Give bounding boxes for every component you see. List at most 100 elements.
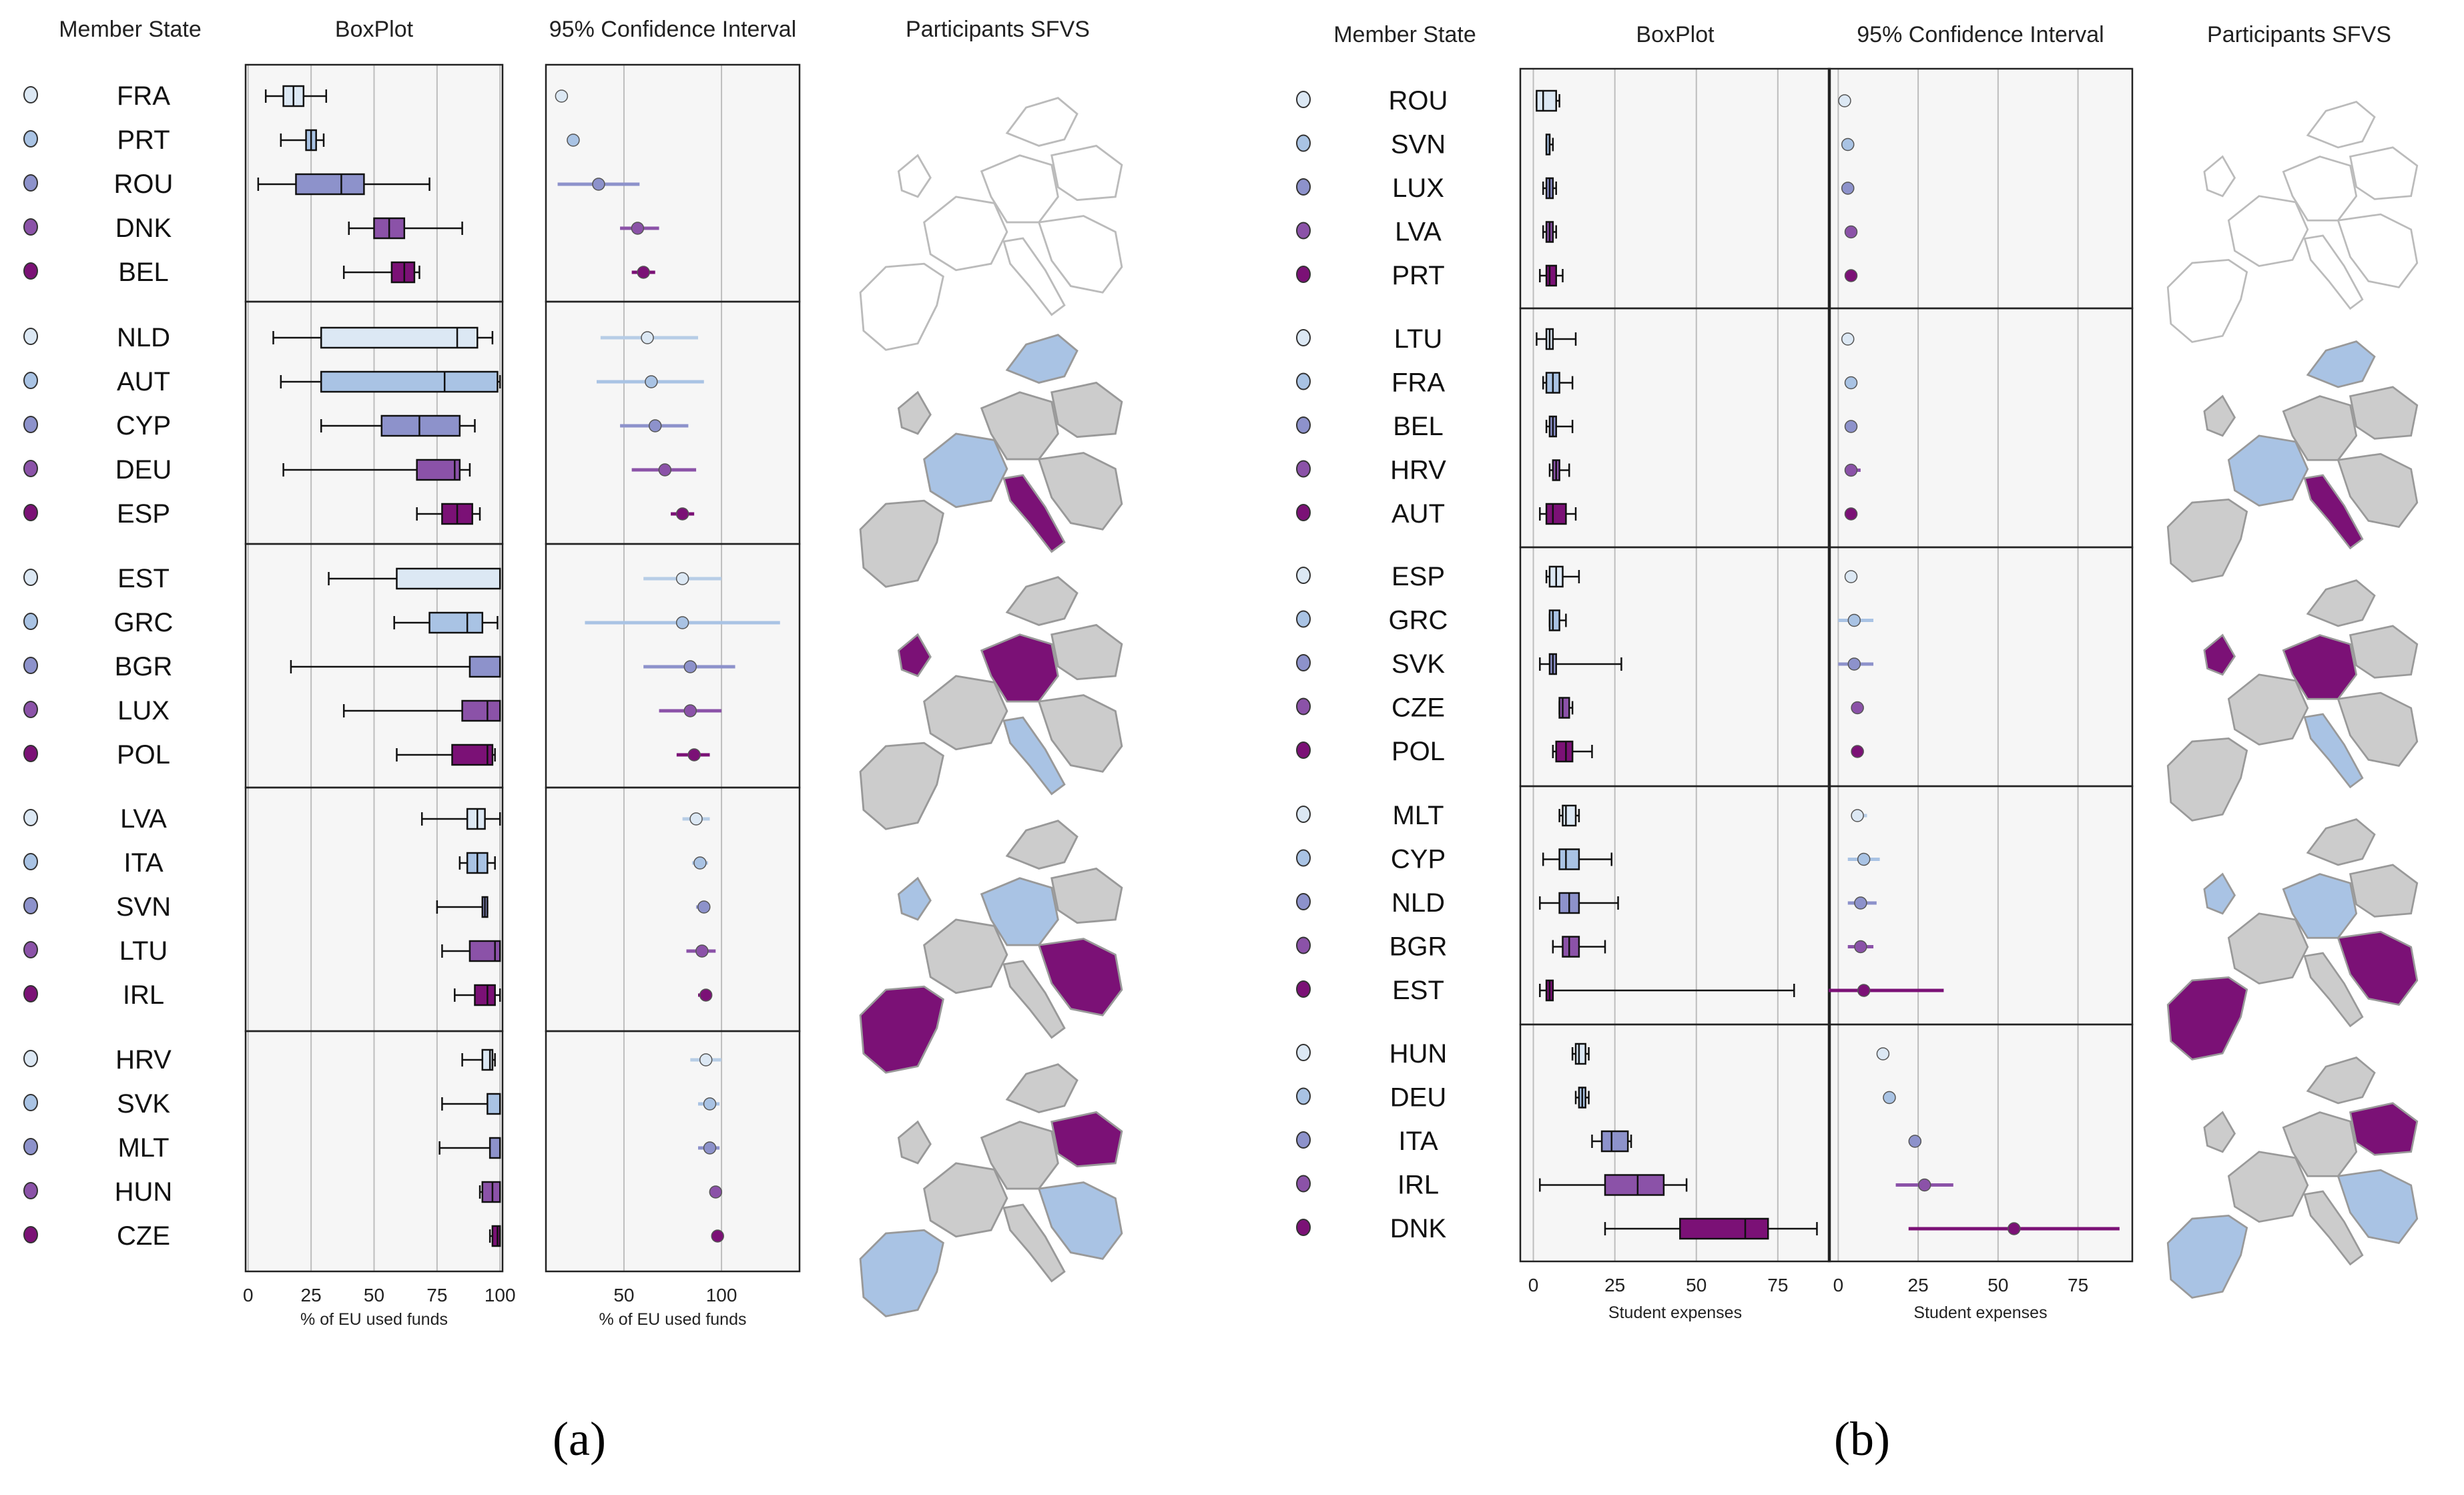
ci-mean-point xyxy=(1841,332,1855,346)
box-iqr xyxy=(396,567,501,590)
map-country-shape xyxy=(980,154,1059,224)
member-state-code: IRL xyxy=(1398,1171,1439,1200)
member-state-code: DNK xyxy=(115,214,172,243)
boxplot-tick-label: 100 xyxy=(485,1285,516,1305)
ci-mean-point xyxy=(641,331,654,344)
legend-dot xyxy=(1296,654,1311,671)
legend-dot xyxy=(1296,178,1311,196)
legend-dot xyxy=(23,130,38,147)
legend-dot xyxy=(23,372,38,389)
legend-dot xyxy=(1296,1044,1311,1061)
map-country-shape xyxy=(923,675,1008,751)
legend-dot xyxy=(1296,1131,1311,1149)
box-iqr xyxy=(428,611,484,634)
map-country-shape xyxy=(2349,386,2419,440)
map-country-shape xyxy=(2337,691,2419,767)
ci-mean-point xyxy=(658,463,672,477)
map-country-shape xyxy=(1002,237,1066,316)
ci-mean-point xyxy=(592,178,605,191)
box-iqr xyxy=(1545,264,1557,287)
legend-dot xyxy=(23,853,38,870)
legend-dot xyxy=(23,897,38,914)
member-state-code: CZE xyxy=(117,1221,170,1251)
legend-dot xyxy=(1296,372,1311,390)
map-country-shape xyxy=(1005,820,1079,870)
member-state-code: BGR xyxy=(1390,932,1448,962)
map-country-shape xyxy=(2349,1102,2419,1156)
ci-mean-point xyxy=(648,419,662,432)
map-country-shape xyxy=(2282,873,2358,939)
map-country-shape xyxy=(2166,499,2248,583)
ci-mean-point xyxy=(645,375,658,388)
ci-mean-point xyxy=(1851,701,1864,715)
box-iqr xyxy=(1555,740,1574,763)
boxplot-tick-label: 75 xyxy=(1767,1275,1788,1295)
ci-mean-point xyxy=(693,856,707,870)
map-country-shape xyxy=(1037,452,1123,531)
legend-dot xyxy=(1296,416,1311,434)
ci-tick-label: 100 xyxy=(706,1285,737,1305)
member-state-code: LTU xyxy=(119,936,168,966)
map-country-shape xyxy=(2306,340,2376,388)
member-state-code: MLT xyxy=(1392,801,1444,830)
member-state-header: Member State xyxy=(1333,22,1476,47)
map-country-shape xyxy=(2203,155,2236,198)
legend-dot xyxy=(1296,567,1311,584)
member-state-code: ESP xyxy=(1392,562,1445,591)
box-iqr xyxy=(1548,609,1560,631)
europe-map xyxy=(859,334,1123,588)
boxplot-group-frame xyxy=(1519,1023,1831,1263)
member-state-code: MLT xyxy=(117,1133,169,1163)
map-country-shape xyxy=(980,877,1059,946)
map-country-shape xyxy=(859,499,944,588)
ci-mean-point xyxy=(1917,1178,1931,1192)
legend-dot xyxy=(1296,1175,1311,1193)
ci-mean-point xyxy=(683,660,697,673)
legend-dot xyxy=(1296,893,1311,910)
map-country-shape xyxy=(2203,394,2236,437)
map-header: Participants SFVS xyxy=(906,17,1090,42)
ci-tick-label: 75 xyxy=(2068,1275,2088,1295)
ci-mean-point xyxy=(695,944,709,958)
member-state-code: LTU xyxy=(1394,324,1443,354)
map-country-shape xyxy=(2306,818,2376,866)
member-state-code: FRA xyxy=(117,81,170,111)
box-iqr xyxy=(491,1225,501,1247)
legend-dot xyxy=(1296,697,1311,715)
ci-tick-label: 25 xyxy=(1908,1275,1929,1295)
ci-mean-point xyxy=(1851,745,1864,758)
map-country-shape xyxy=(2306,101,2376,149)
boxplot-panel-background xyxy=(1520,69,1830,1261)
member-state-code: HUN xyxy=(1390,1039,1448,1069)
legend-dot xyxy=(23,941,38,958)
box-iqr xyxy=(320,370,499,393)
map-country-shape xyxy=(2166,259,2248,343)
box-iqr xyxy=(474,984,496,1006)
member-state-code: ITA xyxy=(123,848,164,878)
ci-header: 95% Confidence Interval xyxy=(549,17,796,42)
europe-map xyxy=(2166,340,2419,583)
member-state-code: AUT xyxy=(1392,499,1445,529)
map-country-shape xyxy=(2203,633,2236,676)
member-state-code: SVK xyxy=(117,1089,170,1119)
map-country-shape xyxy=(2282,395,2358,461)
ci-mean-point xyxy=(1857,852,1871,866)
ci-group-frame xyxy=(1827,1023,2134,1263)
map-country-shape xyxy=(2282,1111,2358,1177)
ci-mean-point xyxy=(1854,896,1867,910)
member-state-code: BEL xyxy=(1393,412,1444,441)
map-country-shape xyxy=(2306,1057,2376,1105)
boxplot-tick-label: 25 xyxy=(301,1285,322,1305)
ci-mean-point xyxy=(1844,507,1858,521)
legend-dot xyxy=(1296,460,1311,478)
ci-tick-label: 0 xyxy=(1833,1275,1844,1295)
legend-dot xyxy=(23,262,38,280)
legend-dot xyxy=(1296,329,1311,346)
ci-mean-point xyxy=(683,704,697,717)
member-state-code: ESP xyxy=(117,499,170,529)
ci-x-axis-label: % of EU used funds xyxy=(599,1310,747,1329)
box-iqr xyxy=(451,743,494,766)
boxplot-tick-label: 25 xyxy=(1604,1275,1625,1295)
ci-mean-point xyxy=(697,900,711,914)
